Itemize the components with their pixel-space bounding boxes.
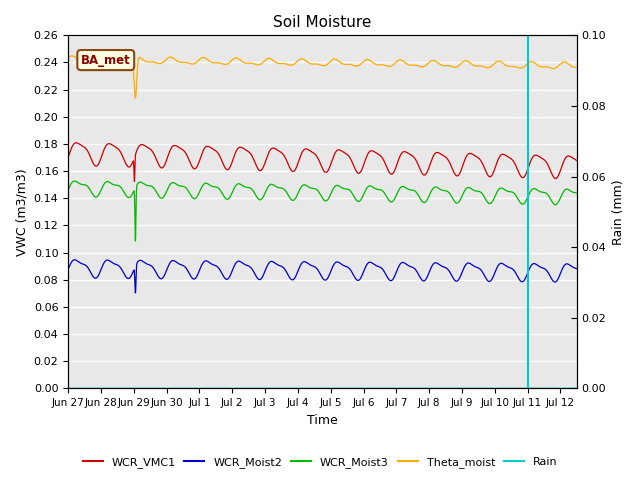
Text: BA_met: BA_met bbox=[81, 54, 131, 67]
X-axis label: Time: Time bbox=[307, 414, 338, 427]
Legend: WCR_VMC1, WCR_Moist2, WCR_Moist3, Theta_moist, Rain: WCR_VMC1, WCR_Moist2, WCR_Moist3, Theta_… bbox=[78, 452, 562, 472]
Y-axis label: Rain (mm): Rain (mm) bbox=[612, 179, 625, 245]
Title: Soil Moisture: Soil Moisture bbox=[273, 15, 372, 30]
Y-axis label: VWC (m3/m3): VWC (m3/m3) bbox=[15, 168, 28, 256]
